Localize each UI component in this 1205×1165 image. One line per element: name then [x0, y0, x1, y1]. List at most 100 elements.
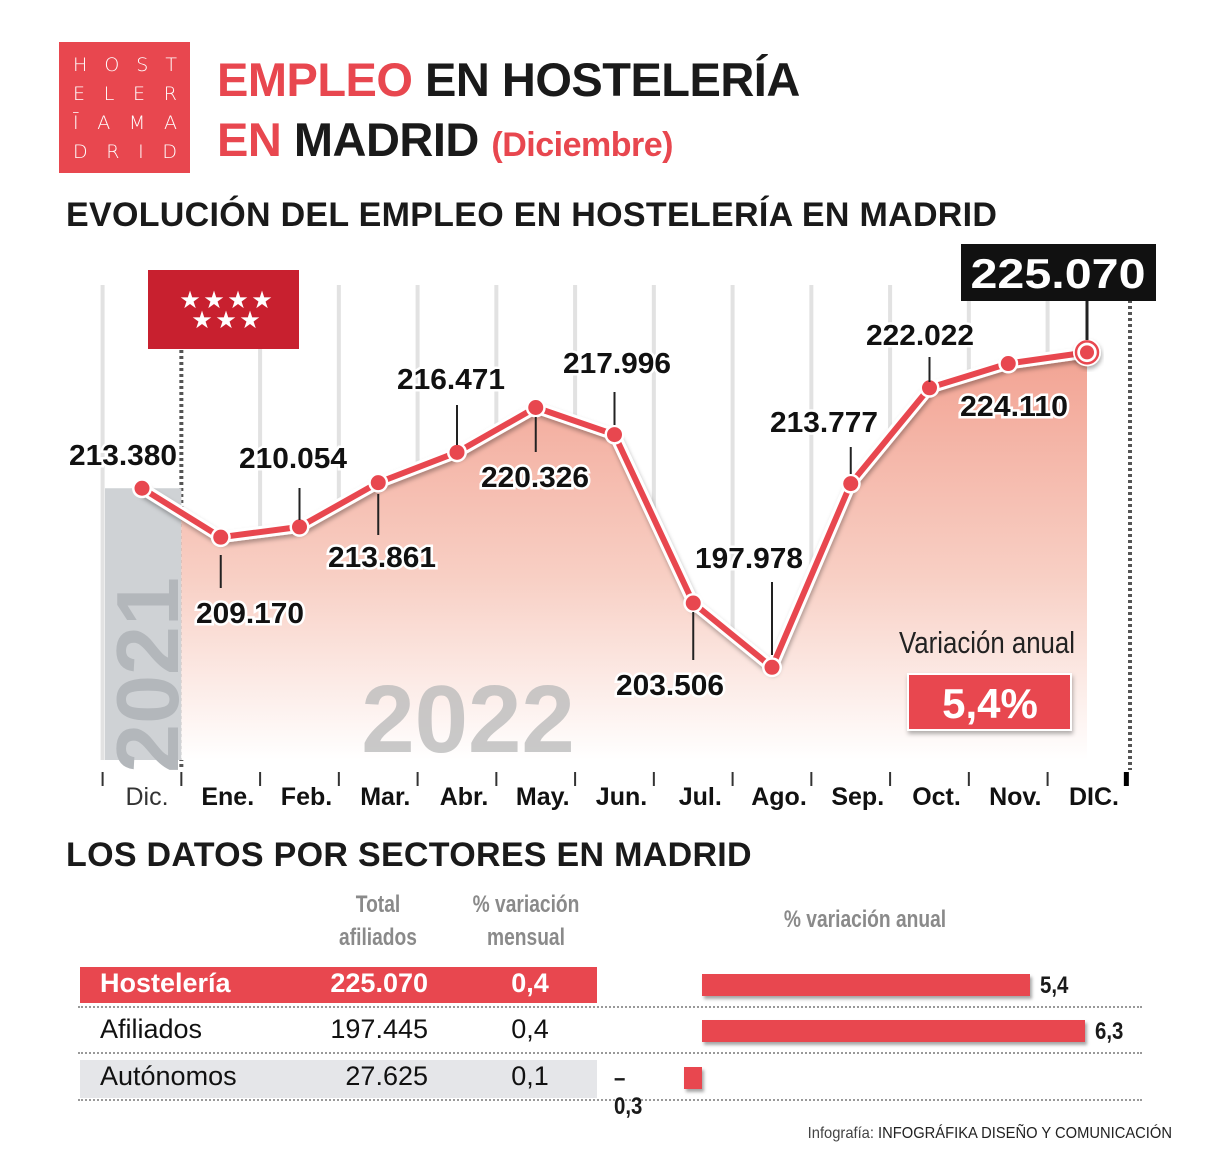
- value-label: 213.777: [770, 407, 878, 439]
- row-divider: [78, 1006, 1142, 1008]
- value-label: 220.326: [481, 462, 589, 494]
- header-variacion-anual: % variación anual: [783, 906, 947, 933]
- annual-variation-bar: [702, 974, 1031, 996]
- logo-letter: A: [97, 112, 111, 134]
- data-point: [843, 476, 859, 492]
- logo-letter: M: [128, 112, 146, 134]
- logo-letter: D: [162, 141, 177, 163]
- value-label: 213.380: [69, 440, 177, 472]
- star-icon: ★: [191, 307, 213, 334]
- value-label: 222.022: [866, 320, 974, 352]
- data-point: [764, 659, 780, 675]
- title-empleo: EMPLEO: [217, 53, 413, 106]
- data-point: [292, 519, 307, 535]
- star-icon: ★: [251, 287, 273, 314]
- logo-letter: L: [103, 83, 115, 105]
- logo-letter: E: [133, 83, 146, 105]
- data-point: [685, 595, 701, 611]
- row-total: 197.445: [330, 1014, 428, 1044]
- value-label: 197.978: [695, 543, 803, 575]
- section-title-sectors: LOS DATOS POR SECTORES EN MADRID: [66, 836, 752, 874]
- annual-variation-value: 5,4: [1040, 972, 1069, 999]
- x-axis-label: Nov.: [989, 783, 1041, 811]
- data-point: [213, 529, 229, 545]
- section-title-evolution: EVOLUCIÓN DEL EMPLEO EN HOSTELERÍA EN MA…: [66, 196, 998, 234]
- page-title-line2: EN MADRID (Diciembre): [217, 112, 673, 167]
- row-name: Autónomos: [100, 1061, 237, 1091]
- data-point: [134, 480, 150, 496]
- row-highlight: [80, 967, 597, 1003]
- title-month: (Diciembre): [491, 126, 673, 164]
- row-background: [80, 1060, 597, 1098]
- x-axis-label: Jul.: [679, 783, 722, 811]
- logo-letter: A: [163, 112, 177, 134]
- row-monthly: 0,1: [511, 1061, 549, 1091]
- x-axis-label: Dic.: [125, 783, 168, 811]
- logo-letter: R: [163, 83, 177, 105]
- area-2021: [105, 488, 182, 760]
- value-label: 213.861: [328, 542, 436, 574]
- row-monthly: 0,4: [511, 968, 549, 998]
- header-total-afiliados: Total afiliados: [339, 891, 417, 951]
- data-point: [370, 475, 386, 491]
- logo-letter: T: [165, 54, 177, 76]
- x-axis-label: Sep.: [831, 783, 884, 811]
- value-label: 210.054: [239, 443, 347, 475]
- header-variacion-mensual: % variación mensual: [472, 891, 580, 951]
- credit: Infografía: INFOGRÁFIKA DISEÑO Y COMUNIC…: [808, 1125, 1172, 1143]
- page-title-line1: EMPLEO EN HOSTELERÍA: [217, 52, 800, 107]
- x-axis-label: Oct.: [912, 783, 961, 811]
- annual-variation-value: 5,4%: [942, 680, 1038, 727]
- credit-prefix: Infografía:: [807, 1125, 875, 1142]
- logo-letter: O: [104, 54, 120, 76]
- value-label: 217.996: [563, 348, 671, 380]
- star-icon: ★: [239, 307, 261, 334]
- row-total: 225.070: [330, 968, 428, 998]
- value-label: 203.506: [616, 670, 724, 702]
- title-madrid: MADRID: [293, 113, 479, 166]
- title-en: EN: [217, 113, 282, 166]
- data-point: [1080, 345, 1094, 360]
- row-divider: [78, 1052, 1142, 1054]
- star-icon: ★: [179, 287, 201, 314]
- data-point: [607, 427, 622, 443]
- data-point-ring: [1074, 340, 1100, 365]
- x-axis-label: Jun.: [596, 783, 647, 811]
- annual-variation-bar: [702, 1020, 1086, 1042]
- x-axis-label: Abr.: [440, 783, 489, 811]
- data-point: [528, 400, 544, 416]
- annual-variation-bar: [683, 1067, 702, 1089]
- x-axis-label: DIC.: [1069, 783, 1119, 811]
- logo-letter: D: [73, 141, 88, 163]
- annual-variation-label: Variación anual: [899, 625, 1075, 660]
- logo-letter: Ī: [73, 112, 79, 134]
- x-axis-label: Ene.: [201, 783, 254, 811]
- latest-value-box: [961, 244, 1156, 301]
- logo-letter: R: [106, 141, 120, 163]
- latest-value-label: 225.070: [971, 250, 1146, 297]
- row-divider: [78, 1099, 1142, 1101]
- logo-letter: E: [73, 83, 86, 105]
- x-axis-label: Mar.: [360, 783, 410, 811]
- data-point: [922, 380, 937, 396]
- logo-letter: S: [136, 54, 149, 76]
- row-monthly: 0,4: [511, 1014, 549, 1044]
- title-en-hosteleria: EN HOSTELERÍA: [425, 53, 800, 106]
- annual-variation-value: – 0,3: [613, 1065, 643, 1120]
- value-label: 209.170: [196, 598, 304, 630]
- star-icon: ★: [227, 287, 249, 314]
- logo-letter: I: [138, 141, 144, 163]
- data-point: [449, 444, 465, 460]
- x-axis-label: May.: [516, 783, 570, 811]
- value-label: 224.110: [960, 391, 1068, 423]
- annual-variation-value: 6,3: [1095, 1018, 1124, 1045]
- credit-name: INFOGRÁFIKA DISEÑO Y COMUNICACIÓN: [878, 1125, 1172, 1142]
- data-point: [1000, 356, 1016, 372]
- star-icon: ★: [215, 307, 237, 334]
